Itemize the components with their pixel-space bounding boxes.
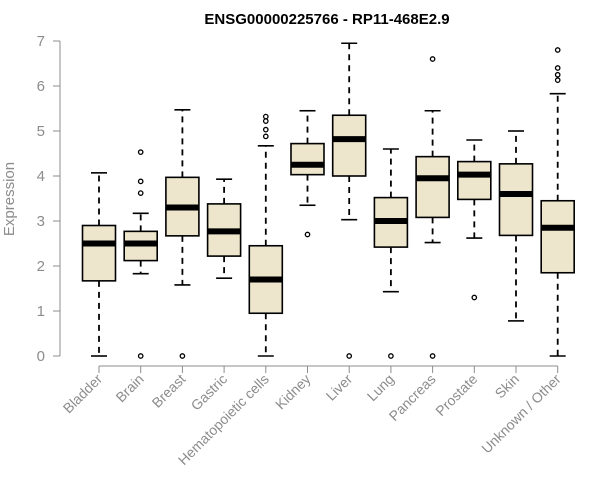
- boxes-group: [81, 42, 576, 359]
- y-axis-label: Expression: [1, 162, 18, 236]
- iqr-box: [498, 163, 534, 237]
- x-tick-label: Lung: [364, 371, 397, 404]
- outlier-point: [554, 47, 561, 53]
- box-liver: [331, 42, 367, 359]
- iqr-box: [415, 155, 450, 219]
- y-tick-label: 7: [37, 33, 45, 50]
- outlier-point: [137, 149, 144, 155]
- outlier-point: [304, 231, 311, 238]
- outlier-point: [137, 353, 144, 359]
- iqr-box: [331, 114, 367, 177]
- iqr-box: [540, 199, 576, 274]
- outlier-point: [388, 353, 394, 359]
- outlier-point: [554, 71, 561, 78]
- y-tick-label: 1: [37, 303, 45, 320]
- outlier-point: [179, 353, 186, 359]
- y-tick-label: 2: [37, 258, 45, 275]
- box-lung: [373, 148, 409, 359]
- x-tick-label: Skin: [492, 371, 523, 402]
- iqr-box: [81, 224, 117, 282]
- outlier-point: [262, 118, 269, 124]
- box-skin: [498, 130, 534, 322]
- box-brain: [123, 149, 158, 359]
- iqr-box: [456, 160, 492, 201]
- box-hematopoietic-cells: [248, 113, 284, 357]
- outlier-point: [554, 77, 561, 84]
- box-breast: [165, 109, 200, 359]
- x-tick-label: Unknown / Other: [478, 371, 564, 457]
- chart-title: ENSG00000225766 - RP11-468E2.9: [204, 11, 449, 28]
- outlier-point: [554, 65, 561, 71]
- outlier-point: [137, 190, 144, 196]
- x-tick-label: Bladder: [60, 371, 106, 417]
- y-axis: 0 1 2 3 4 5 6 7: [37, 33, 61, 365]
- outlier-point: [262, 113, 269, 120]
- outlier-point: [262, 133, 269, 140]
- x-tick-label: Liver: [323, 371, 356, 404]
- y-tick-label: 5: [37, 123, 45, 140]
- box-bladder: [81, 172, 117, 357]
- iqr-box: [290, 142, 325, 176]
- x-tick-label: Breast: [149, 371, 189, 411]
- x-tick-label: Brain: [112, 371, 146, 405]
- outlier-point: [429, 56, 436, 62]
- outlier-point: [471, 294, 478, 301]
- outlier-point: [137, 178, 144, 185]
- y-tick-label: 3: [37, 213, 45, 230]
- box-gastric: [206, 178, 242, 279]
- outlier-point: [429, 353, 436, 359]
- box-kidney: [290, 109, 325, 238]
- y-tick-label: 0: [37, 348, 45, 365]
- box-pancreas: [415, 56, 450, 359]
- outlier-point: [346, 353, 353, 359]
- y-tick-label: 4: [37, 168, 45, 185]
- box-unknown-other: [540, 47, 576, 357]
- outlier-point: [262, 126, 269, 133]
- x-tick-label: Kidney: [272, 371, 314, 413]
- y-tick-label: 6: [37, 78, 45, 95]
- x-tick-label: Prostate: [432, 371, 480, 419]
- box-prostate: [456, 139, 492, 301]
